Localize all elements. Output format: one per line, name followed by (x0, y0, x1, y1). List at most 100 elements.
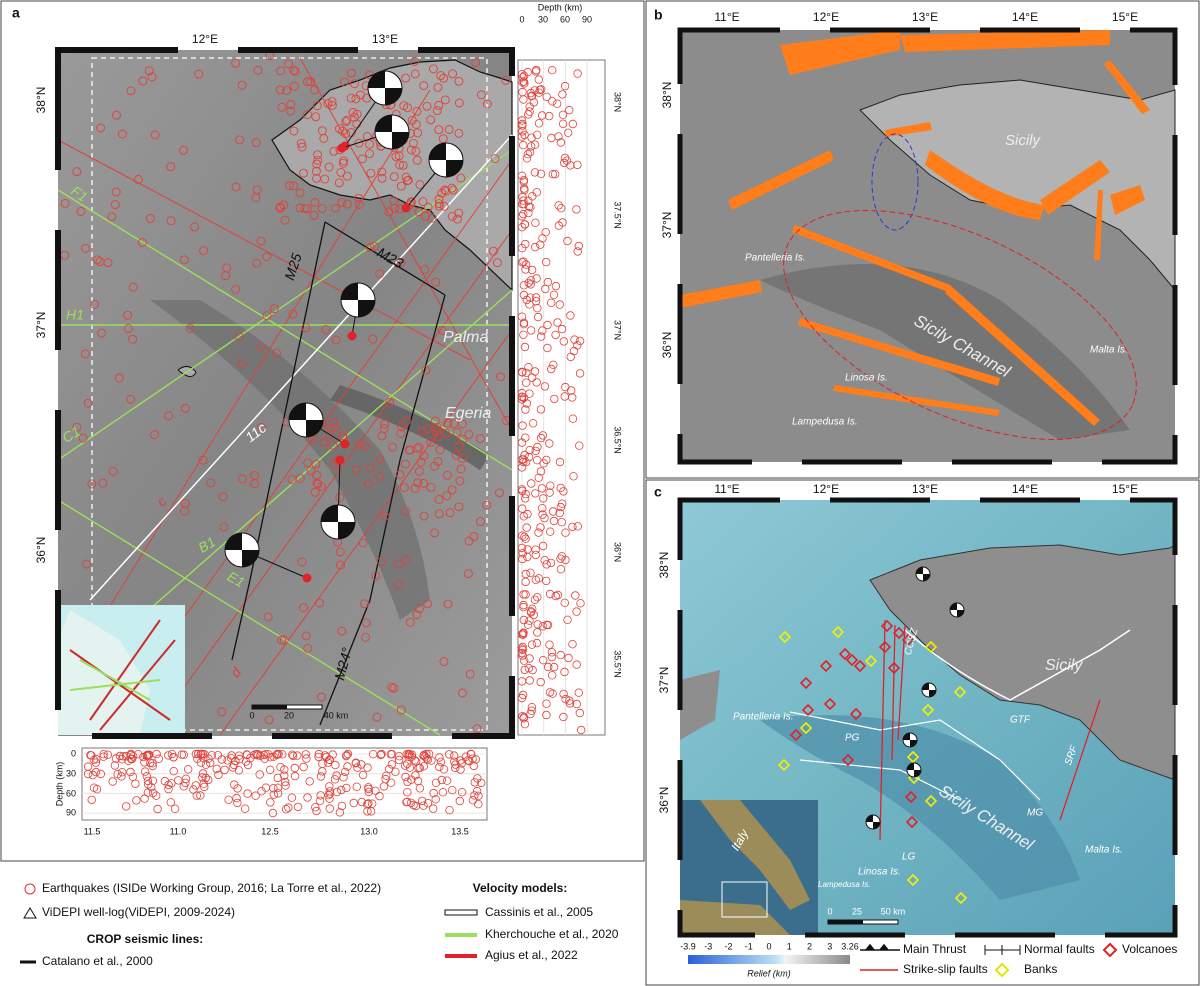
earthquake (454, 442, 464, 451)
earthquake (428, 64, 438, 74)
earthquake (432, 106, 442, 116)
coastline (859, 79, 1176, 292)
earthquake (357, 154, 367, 164)
earthquake (464, 429, 474, 439)
earthquake (140, 767, 150, 776)
earthquake (121, 751, 131, 761)
event (340, 439, 350, 449)
earthquake (354, 193, 364, 203)
earthquake (409, 800, 418, 810)
earthquake (410, 69, 420, 79)
earthquake (570, 335, 579, 344)
earthquake (414, 442, 424, 452)
earthquake (92, 755, 101, 764)
scale-bar (828, 920, 863, 924)
earthquake (170, 804, 180, 813)
earthquake (375, 454, 385, 464)
line-label: F1 (68, 182, 91, 204)
earthquake (523, 149, 533, 159)
earthquake (148, 761, 157, 771)
earthquake (414, 466, 424, 476)
earthquake (299, 168, 308, 178)
earthquake (423, 424, 433, 434)
earthquake (531, 550, 540, 560)
earthquake (286, 100, 296, 109)
earthquake (496, 372, 505, 382)
earthquake (517, 543, 527, 553)
panel-label: c (654, 484, 662, 500)
earthquake (530, 168, 540, 177)
dashed-outline (871, 133, 919, 231)
earthquake (387, 682, 397, 692)
earthquake (551, 281, 561, 291)
earthquake (572, 607, 581, 616)
earthquake (252, 258, 262, 268)
earthquake (531, 242, 540, 252)
earthquake (518, 73, 527, 82)
earthquake (559, 712, 568, 722)
bank (864, 654, 878, 668)
earthquake (518, 629, 528, 638)
earthquake (324, 790, 333, 800)
earthquake (137, 238, 147, 247)
depth-tick: 0 (71, 748, 76, 758)
lat-tick: 36°N (613, 542, 623, 562)
scale-label: 0 (827, 906, 832, 916)
earthquake (525, 616, 534, 625)
line-label: E1 (225, 568, 248, 590)
earthquake (545, 488, 554, 497)
earthquake (577, 725, 586, 735)
earthquake (556, 502, 565, 512)
earthquake (430, 416, 440, 426)
earthquake (388, 442, 398, 452)
earthquake (413, 478, 423, 488)
earthquake (306, 466, 316, 476)
earthquake (148, 788, 158, 798)
earthquake (212, 764, 221, 774)
earthquake (564, 128, 573, 137)
earthquake (273, 789, 283, 798)
earthquake (429, 788, 438, 798)
earthquake (389, 196, 399, 206)
lat-tick: 38°N (34, 87, 48, 114)
earthquake (191, 781, 200, 790)
earthquake (352, 109, 362, 119)
earthquake (395, 160, 405, 170)
lat-tick: 37°N (34, 312, 48, 339)
earthquake (343, 762, 352, 771)
earthquake (126, 86, 136, 96)
earthquake (207, 751, 216, 760)
volcano (841, 753, 855, 767)
earthquake (365, 149, 374, 159)
earthquake (530, 595, 540, 604)
earthquake (253, 65, 263, 75)
lon-tick: 11°E (714, 10, 739, 24)
earthquake (289, 65, 299, 75)
earthquake (525, 676, 534, 685)
volcano (892, 626, 906, 640)
earthquake (140, 794, 149, 803)
earthquake (189, 785, 198, 794)
earthquake (551, 330, 560, 340)
earthquake (534, 88, 544, 97)
earthquake (303, 77, 313, 87)
earthquake (411, 801, 420, 811)
earthquake (289, 181, 299, 191)
earthquake (310, 85, 320, 95)
axis-title: Depth (km) (538, 2, 583, 12)
earthquake (419, 751, 428, 760)
earthquake (547, 298, 556, 307)
volcano (845, 653, 859, 667)
lon-tick: 13°E (372, 32, 398, 46)
earthquake (547, 652, 557, 662)
earthquake (526, 608, 536, 617)
earthquake (92, 785, 102, 794)
focal-quadrant (341, 283, 375, 317)
earthquake (266, 765, 275, 774)
earthquake (556, 483, 565, 493)
earthquake (277, 102, 287, 112)
earthquake (519, 600, 528, 610)
earthquake (126, 750, 136, 760)
earthquake (96, 769, 105, 779)
earthquake (401, 761, 410, 770)
